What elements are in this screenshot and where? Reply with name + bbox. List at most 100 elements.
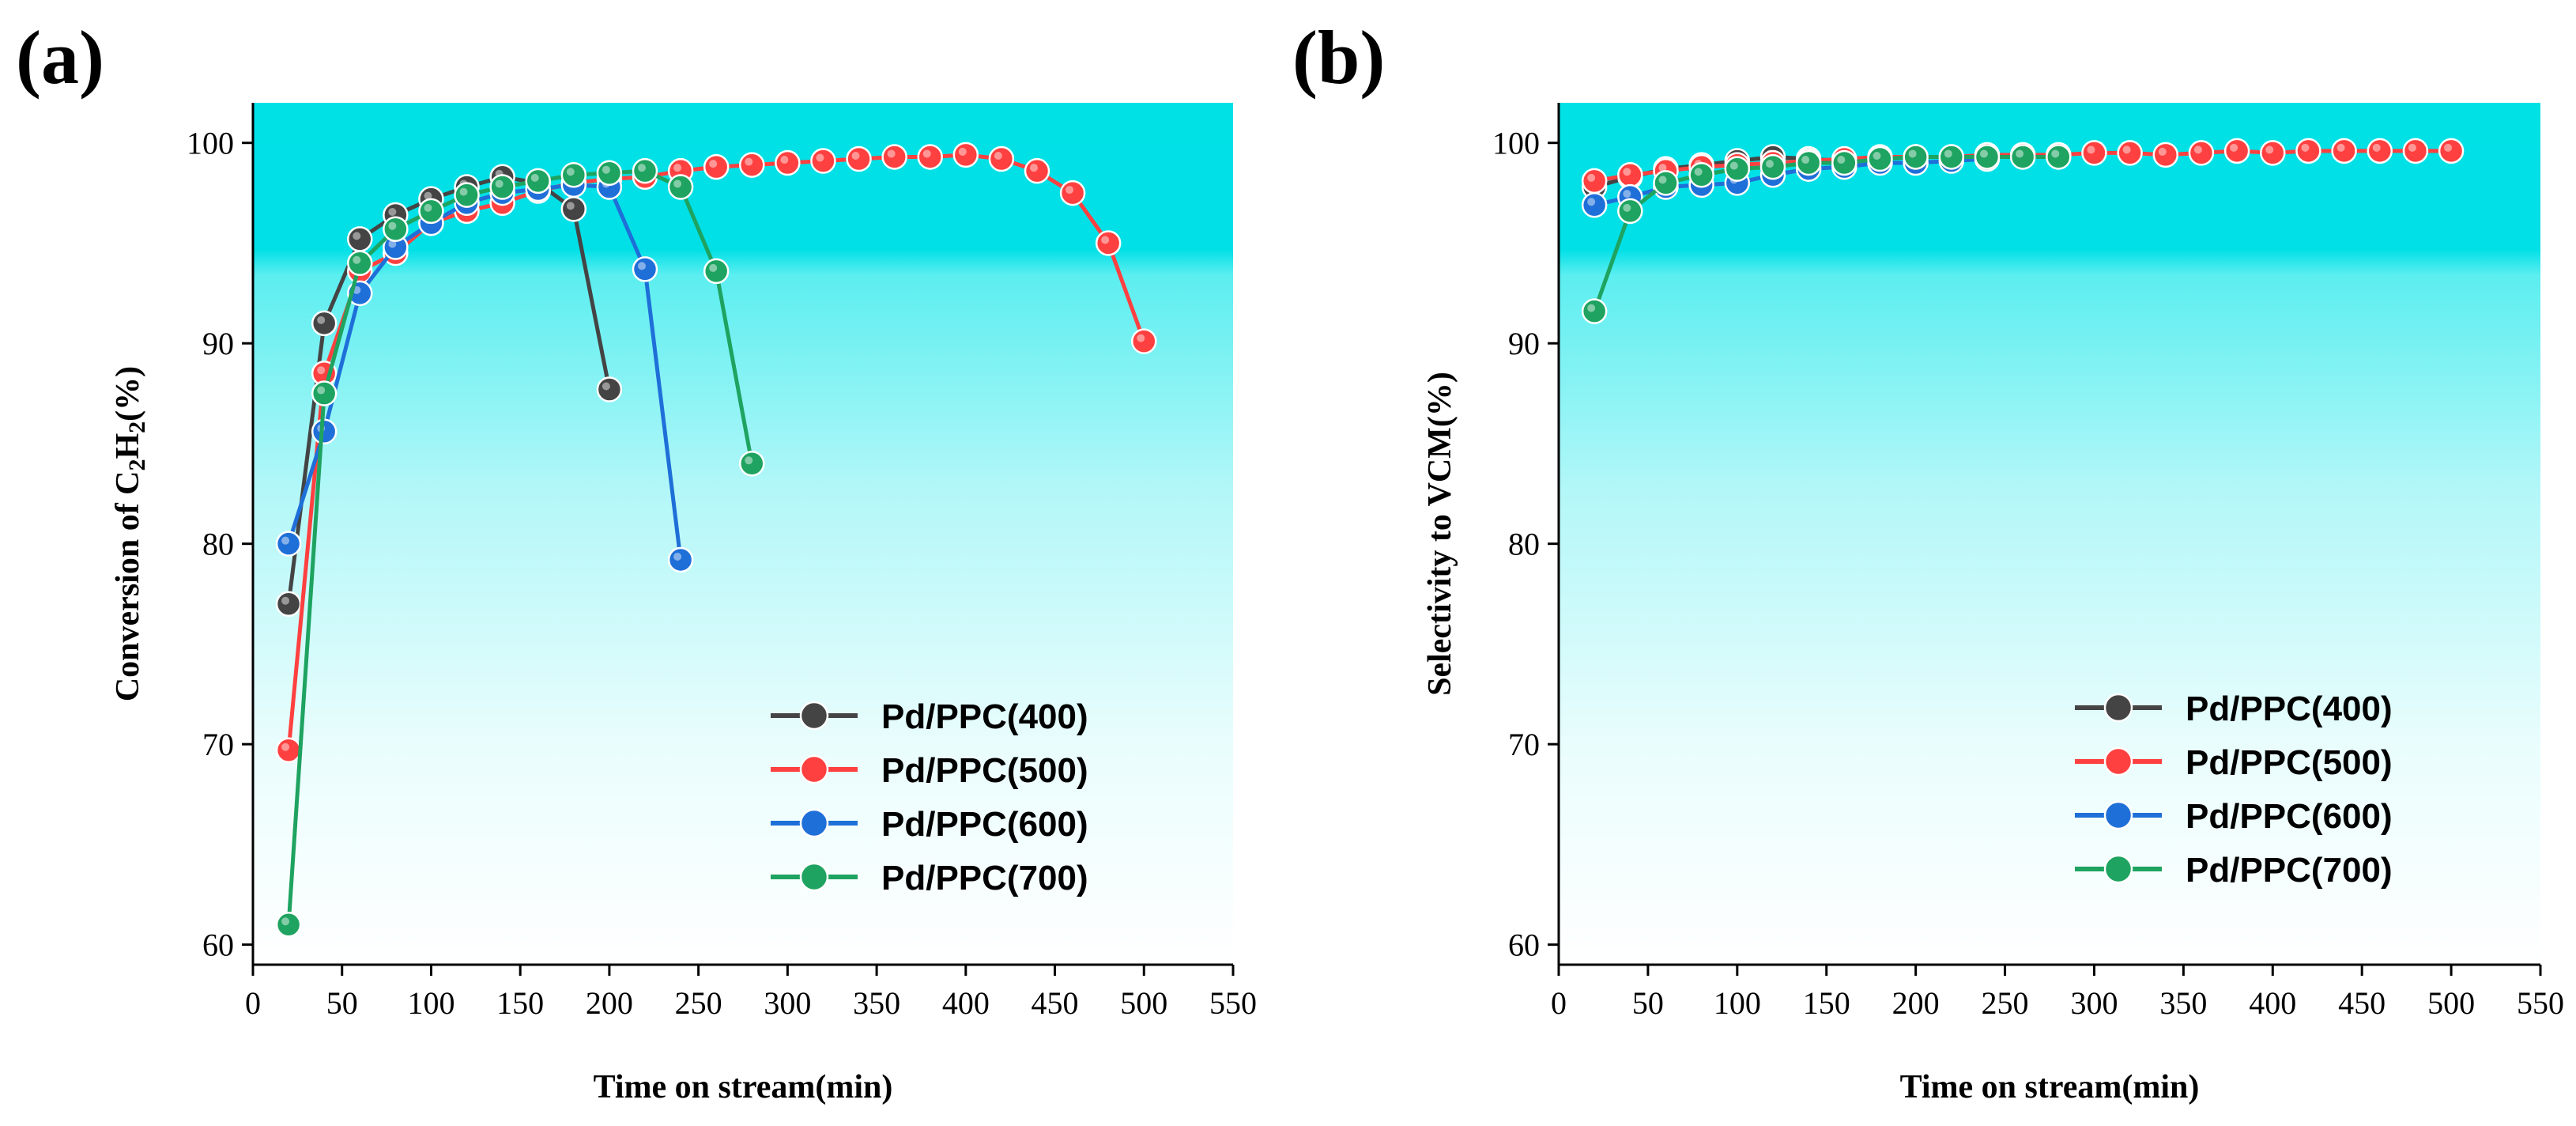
x-tick-label: 50	[1632, 985, 1664, 1021]
data-point-highlight	[673, 164, 682, 172]
data-point	[1131, 328, 1157, 354]
data-point-highlight	[887, 149, 896, 158]
data-point	[1653, 170, 1679, 196]
x-tick-label: 500	[2427, 985, 2475, 1021]
data-point	[667, 546, 694, 573]
y-tick-label: 70	[202, 727, 234, 762]
data-point-highlight	[922, 149, 931, 158]
data-point	[2188, 140, 2215, 166]
data-point-highlight	[2087, 145, 2095, 154]
data-point-highlight	[673, 179, 682, 188]
legend-entry: Pd/PPC(500)	[2075, 743, 2393, 782]
data-point-highlight	[1908, 149, 1917, 158]
data-point-highlight	[1587, 304, 1596, 312]
data-point-highlight	[388, 207, 397, 216]
data-point-highlight	[2051, 149, 2060, 158]
data-point	[1867, 145, 1893, 172]
y-axis-title-subscript: 2	[124, 421, 150, 433]
data-point-highlight	[1623, 168, 1631, 176]
data-point-highlight	[1694, 168, 1703, 176]
x-tick-label: 150	[496, 985, 544, 1021]
data-point	[454, 182, 480, 208]
data-point	[739, 451, 765, 477]
data-point	[881, 144, 907, 170]
data-point-highlight	[673, 552, 682, 561]
data-point-highlight	[2301, 143, 2310, 152]
data-point-highlight	[317, 386, 326, 395]
legend-marker	[799, 754, 829, 784]
data-point-highlight	[1837, 156, 1846, 164]
data-point-highlight	[958, 147, 967, 156]
data-point-highlight	[495, 179, 504, 188]
data-point-highlight	[1623, 203, 1631, 212]
x-tick-label: 450	[1032, 985, 1079, 1021]
data-point-highlight	[602, 382, 610, 391]
data-point	[1974, 144, 2001, 170]
data-point-highlight	[1765, 160, 1774, 168]
data-point	[1581, 192, 1608, 218]
x-tick-label: 450	[2338, 985, 2386, 1021]
data-point	[2402, 138, 2429, 164]
data-point-highlight	[602, 165, 610, 174]
data-point-highlight	[2444, 143, 2453, 152]
series-line	[286, 183, 683, 561]
y-tick-label: 70	[1508, 727, 1540, 762]
data-point-highlight	[1801, 156, 1810, 164]
data-point	[810, 148, 836, 174]
x-tick-label: 400	[2249, 985, 2296, 1021]
data-point	[1617, 162, 1643, 188]
legend-entry: Pd/PPC(400)	[771, 697, 1088, 736]
data-point	[703, 258, 730, 285]
data-point	[917, 144, 943, 170]
data-point	[703, 153, 730, 180]
x-tick-label: 100	[407, 985, 454, 1021]
y-axis-title-part: (%)	[110, 366, 146, 421]
data-point	[560, 196, 587, 222]
data-point-highlight	[709, 263, 718, 272]
y-tick-label: 80	[1508, 527, 1540, 562]
data-point	[2438, 138, 2465, 164]
y-tick-label: 100	[1492, 126, 1540, 161]
data-point-highlight	[566, 202, 575, 210]
y-tick-label: 60	[202, 928, 234, 963]
data-point-highlight	[2265, 145, 2274, 154]
data-point	[418, 198, 444, 225]
series-Pd/PPC(700)	[275, 157, 765, 938]
data-point	[739, 152, 765, 178]
x-tick-label: 400	[942, 985, 990, 1021]
data-point	[489, 174, 515, 200]
legend-entry: Pd/PPC(600)	[771, 805, 1088, 844]
y-tick-label: 100	[187, 126, 234, 161]
plot-background	[1559, 103, 2540, 965]
data-point	[2009, 144, 2036, 170]
legend-marker	[799, 701, 829, 731]
x-axis-title: Time on stream(min)	[594, 1069, 893, 1105]
data-point-highlight	[1587, 198, 1596, 206]
data-point	[596, 376, 623, 402]
data-point-highlight	[353, 255, 361, 264]
y-axis-title: Selectivity to VCM(%)	[1422, 372, 1458, 696]
data-point	[275, 531, 302, 557]
data-point	[1095, 230, 1122, 256]
data-point	[667, 174, 694, 200]
data-point-highlight	[1101, 236, 1110, 244]
data-point-highlight	[1729, 161, 1738, 170]
x-tick-label: 0	[245, 985, 261, 1021]
data-point-highlight	[1065, 186, 1074, 195]
data-point	[1688, 162, 1714, 188]
x-tick-label: 500	[1120, 985, 1167, 1021]
data-point-highlight	[1979, 149, 1988, 158]
legend-marker	[2103, 693, 2133, 723]
data-point-highlight	[424, 203, 432, 212]
panel-label: (b)	[1292, 15, 1385, 100]
data-point	[1581, 298, 1608, 324]
data-point	[1059, 179, 1086, 206]
y-tick-label: 90	[202, 326, 234, 361]
data-point	[1581, 168, 1608, 195]
data-point-highlight	[1623, 190, 1631, 198]
y-axis-title: Conversion of C2H2(%)	[110, 366, 150, 701]
y-axis-title-part: H	[110, 433, 146, 459]
data-point-highlight	[2408, 143, 2416, 152]
series-Pd/PPC(700)	[1581, 144, 2072, 324]
